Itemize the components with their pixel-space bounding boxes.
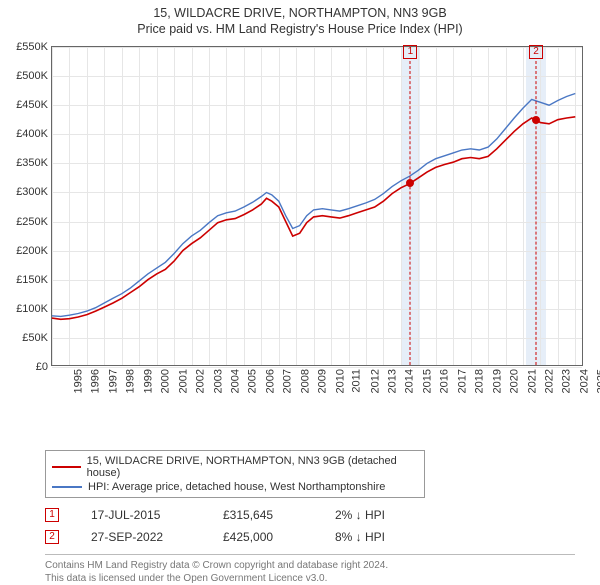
x-axis-label: 2018 <box>474 369 486 393</box>
x-axis-label: 1998 <box>125 369 137 393</box>
gridline <box>52 367 582 368</box>
sale-marker-box: 1 <box>403 45 417 59</box>
x-axis-label: 2024 <box>578 369 590 393</box>
y-axis-label: £300K <box>16 186 48 198</box>
price-chart: £0 £50K £100K £150K £200K £250K £300K £350K £400… <box>6 42 594 402</box>
x-axis-label: 2010 <box>334 369 346 393</box>
x-axis-label: 2015 <box>421 369 433 393</box>
sale-row-marker: 1 <box>45 508 59 522</box>
page-subtitle: Price paid vs. HM Land Registry's House … <box>0 20 600 42</box>
x-axis-label: 1995 <box>72 369 84 393</box>
sale-marker-line <box>410 61 411 365</box>
x-axis-label: 2002 <box>195 369 207 393</box>
sale-price: £425,000 <box>223 530 303 544</box>
y-axis-label: £500K <box>16 70 48 82</box>
x-axis-label: 2011 <box>351 369 363 393</box>
sale-diff: 2% ↓ HPI <box>335 508 425 522</box>
x-axis-label: 1996 <box>90 369 102 393</box>
sale-marker-line <box>536 61 537 365</box>
series-property <box>52 117 575 319</box>
sale-date: 27-SEP-2022 <box>91 530 191 544</box>
x-axis-label: 2021 <box>526 369 538 393</box>
sale-marker-dot <box>406 179 414 187</box>
x-axis-label: 2013 <box>386 369 398 393</box>
x-axis-label: 2008 <box>299 369 311 393</box>
chart-legend: 15, WILDACRE DRIVE, NORTHAMPTON, NN3 9GB… <box>45 450 425 498</box>
y-axis-label: £100K <box>16 303 48 315</box>
x-axis-label: 2001 <box>177 369 189 393</box>
x-axis-label: 2005 <box>247 369 259 393</box>
x-axis-label: 2016 <box>439 369 451 393</box>
page-title: 15, WILDACRE DRIVE, NORTHAMPTON, NN3 9GB <box>0 0 600 20</box>
legend-item: HPI: Average price, detached house, West… <box>52 480 418 494</box>
y-axis-label: £150K <box>16 274 48 286</box>
x-axis-label: 2022 <box>543 369 555 393</box>
y-axis-label: £200K <box>16 245 48 257</box>
footer-line: This data is licensed under the Open Gov… <box>45 572 575 585</box>
y-axis-label: £250K <box>16 216 48 228</box>
x-axis-label: 1997 <box>107 369 119 393</box>
x-axis-label: 2000 <box>160 369 172 393</box>
sale-diff: 8% ↓ HPI <box>335 530 425 544</box>
y-axis-label: £50K <box>22 332 48 344</box>
footer-attribution: Contains HM Land Registry data © Crown c… <box>45 554 575 585</box>
sale-price: £315,645 <box>223 508 303 522</box>
legend-label: HPI: Average price, detached house, West… <box>88 481 385 493</box>
sale-row: 2 27-SEP-2022 £425,000 8% ↓ HPI <box>45 526 588 548</box>
sales-table: 1 17-JUL-2015 £315,645 2% ↓ HPI 2 27-SEP-2022… <box>45 504 588 548</box>
x-axis-label: 2023 <box>561 369 573 393</box>
y-axis-label: £550K <box>16 41 48 53</box>
sale-marker-dot <box>532 116 540 124</box>
y-axis-label: £0 <box>36 361 48 373</box>
sale-marker-box: 2 <box>529 45 543 59</box>
legend-swatch <box>52 466 81 468</box>
legend-label: 15, WILDACRE DRIVE, NORTHAMPTON, NN3 9GB… <box>87 455 418 479</box>
x-axis-label: 2007 <box>282 369 294 393</box>
x-axis-label: 2019 <box>491 369 503 393</box>
footer-line: Contains HM Land Registry data © Crown c… <box>45 559 575 572</box>
y-axis-label: £400K <box>16 128 48 140</box>
sale-row-marker: 2 <box>45 530 59 544</box>
x-axis-label: 2017 <box>456 369 468 393</box>
x-axis-label: 2012 <box>369 369 381 393</box>
sale-date: 17-JUL-2015 <box>91 508 191 522</box>
x-axis-label: 2003 <box>212 369 224 393</box>
x-axis-label: 2025 <box>596 369 600 393</box>
x-axis-label: 2004 <box>229 369 241 393</box>
series-hpi <box>52 94 575 317</box>
sale-row: 1 17-JUL-2015 £315,645 2% ↓ HPI <box>45 504 588 526</box>
y-axis-label: £450K <box>16 99 48 111</box>
legend-swatch <box>52 486 82 488</box>
x-axis-label: 2009 <box>317 369 329 393</box>
line-series <box>52 47 582 365</box>
x-axis-label: 2020 <box>509 369 521 393</box>
x-axis-label: 2014 <box>404 369 416 393</box>
x-axis-label: 1999 <box>142 369 154 393</box>
y-axis-label: £350K <box>16 157 48 169</box>
legend-item: 15, WILDACRE DRIVE, NORTHAMPTON, NN3 9GB… <box>52 454 418 480</box>
x-axis-label: 2006 <box>264 369 276 393</box>
